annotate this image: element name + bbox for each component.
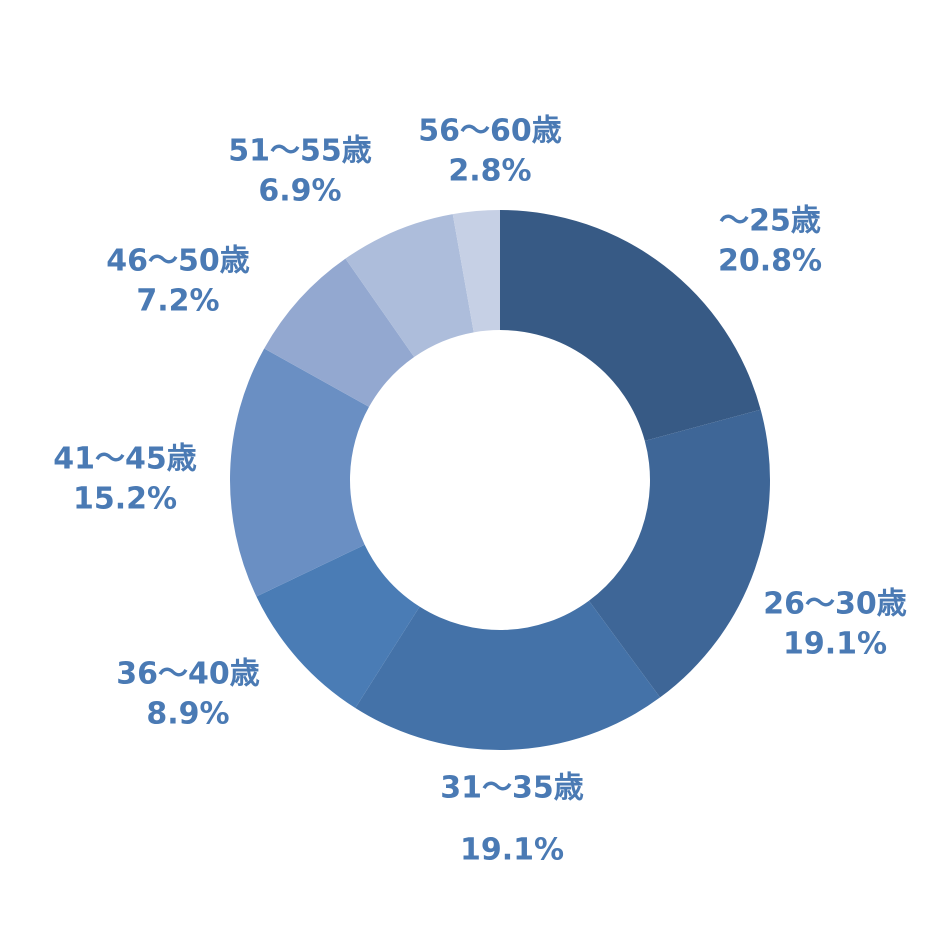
slice-value-label: 8.9%: [146, 697, 229, 732]
slice-value-label: 20.8%: [718, 244, 822, 279]
slice-value-label: 7.2%: [136, 284, 219, 319]
donut-slice: [345, 214, 474, 358]
donut-slice: [500, 210, 761, 441]
slice-category: 31～35歳: [440, 771, 584, 806]
slice-category: ～25歳: [719, 204, 821, 239]
slice-value-label: 6.9%: [258, 174, 341, 209]
donut-slice: [230, 348, 370, 597]
slice-category: 56～60歳: [418, 114, 562, 149]
slice-value-label: 2.8%: [448, 154, 531, 189]
donut-slice: [452, 210, 500, 333]
donut-slice: [355, 600, 661, 751]
donut-slice: [256, 544, 420, 708]
donut-slice: [588, 409, 770, 698]
slice-value-label: 15.2%: [73, 482, 177, 517]
slice-category: 36～40歳: [116, 657, 260, 692]
slice-category: 51～55歳: [228, 134, 372, 169]
donut-slice: [264, 258, 415, 407]
slice-value-label: 19.1%: [783, 627, 887, 662]
slice-category: 26～30歳: [763, 587, 907, 622]
slice-category: 41～45歳: [53, 442, 197, 477]
slice-category: 46～50歳: [106, 244, 250, 279]
slice-value-label: 19.1%: [460, 833, 564, 868]
